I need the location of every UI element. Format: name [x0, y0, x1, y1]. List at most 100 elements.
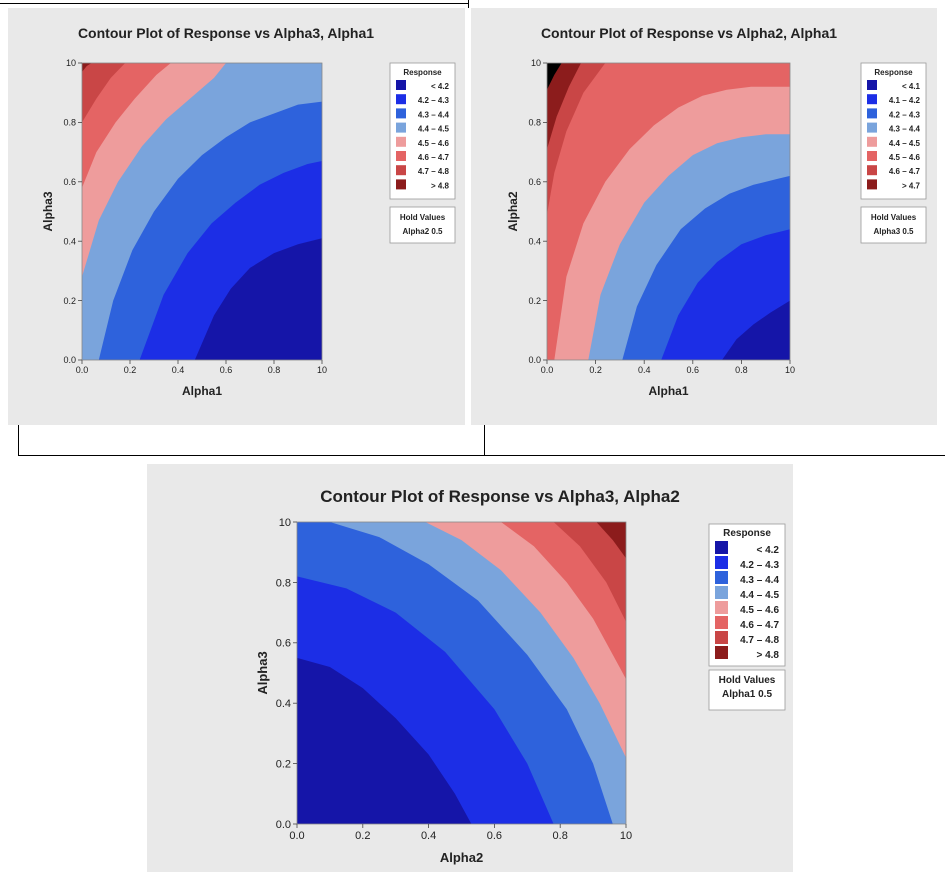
y-tick-label: 0.6: [63, 177, 76, 187]
x-tick-label: 0.4: [172, 365, 185, 375]
hold-values-value: Alpha1 0.5: [722, 689, 772, 700]
legend-entry: 4.3 – 4.4: [418, 110, 450, 119]
y-tick-label: 0.0: [276, 819, 291, 831]
legend-swatch: [715, 571, 728, 584]
contour-band-8: [547, 63, 562, 90]
legend-swatch: [867, 80, 877, 90]
contour-bands: [297, 522, 626, 824]
legend-entry: > 4.8: [756, 650, 779, 661]
x-tick-label: 10: [317, 365, 327, 375]
contour-band-6: [82, 63, 126, 123]
legend-entry: < 4.2: [431, 82, 450, 91]
hold-values-value: Alpha2 0.5: [402, 227, 443, 236]
legend-title: Response: [723, 528, 771, 539]
y-axis-label: Alpha3: [255, 651, 270, 694]
legend-swatch: [396, 94, 406, 105]
legend-swatch: [715, 541, 728, 554]
table-rule-middle-vertical: [468, 0, 469, 8]
legend-swatch: [867, 122, 877, 133]
legend-entry: > 4.8: [431, 181, 450, 190]
x-tick-label: 0.6: [687, 365, 700, 375]
legend-entry: 4.6 – 4.7: [889, 167, 921, 176]
contour-bands: [547, 63, 790, 360]
x-tick-label: 10: [620, 830, 632, 842]
legend-swatch: [715, 586, 728, 599]
legend-entry: 4.7 – 4.8: [418, 167, 450, 176]
hold-values-box: [708, 669, 786, 711]
y-tick-label: 0.6: [528, 177, 541, 187]
legend-swatch: [715, 556, 728, 569]
x-tick-label: 0.2: [589, 365, 602, 375]
legend-entry: < 4.1: [902, 82, 921, 91]
y-tick-label: 10: [279, 517, 291, 529]
legend-title: Response: [874, 68, 913, 77]
legend-entry: 4.4 – 4.5: [418, 125, 450, 134]
x-axis-label: Alpha1: [182, 384, 222, 398]
legend-swatch: [396, 80, 406, 90]
legend-entry: 4.1 – 4.2: [889, 96, 921, 105]
legend-swatch: [715, 646, 728, 659]
legend-entry: 4.5 – 4.6: [418, 139, 450, 148]
legend-entry: 4.5 – 4.6: [889, 153, 921, 162]
x-tick-label: 0.8: [735, 365, 748, 375]
y-tick-label: 0.2: [276, 758, 291, 770]
legend-swatch: [396, 165, 406, 176]
legend-entry: 4.6 – 4.7: [418, 153, 450, 162]
chart-title: Contour Plot of Response vs Alpha3, Alph…: [78, 25, 374, 41]
y-tick-label: 0.2: [528, 296, 541, 306]
chart-panel-alpha3-vs-alpha1: Contour Plot of Response vs Alpha3, Alph…: [8, 8, 465, 425]
chart-title: Contour Plot of Response vs Alpha2, Alph…: [541, 25, 837, 41]
x-axis-label: Alpha2: [440, 850, 483, 865]
legend-entry: 4.2 – 4.3: [889, 110, 921, 119]
contour-chart-alpha3-vs-alpha1: Contour Plot of Response vs Alpha3, Alph…: [41, 25, 456, 398]
x-tick-label: 0.6: [220, 365, 233, 375]
x-axis-label: Alpha1: [648, 384, 688, 398]
x-tick-label: 0.8: [268, 365, 281, 375]
legend-swatch: [867, 94, 877, 105]
contour-band-6: [553, 522, 626, 622]
chart-panel-alpha2-vs-alpha1: Contour Plot of Response vs Alpha2, Alph…: [471, 8, 937, 425]
x-tick-label: 0.4: [638, 365, 651, 375]
y-tick-label: 0.2: [63, 296, 76, 306]
x-tick-label: 0.2: [124, 365, 137, 375]
legend-swatch: [867, 108, 877, 119]
y-tick-label: 0.8: [63, 118, 76, 128]
legend-entry: 4.6 – 4.7: [740, 620, 779, 631]
x-tick-label: 0.4: [421, 830, 436, 842]
x-tick-label: 0.0: [76, 365, 89, 375]
y-tick-label: 0.8: [276, 577, 291, 589]
y-tick-label: 0.6: [276, 638, 291, 650]
legend-swatch: [715, 601, 728, 614]
legend-entry: 4.2 – 4.3: [418, 96, 450, 105]
y-axis-label: Alpha2: [506, 191, 520, 231]
x-tick-label: 0.2: [355, 830, 370, 842]
legend-title: Response: [403, 68, 442, 77]
hold-values-box: [389, 206, 456, 244]
table-rule-top: [0, 3, 469, 4]
legend-entry: < 4.2: [756, 545, 779, 556]
y-tick-label: 0.4: [276, 698, 291, 710]
contour-band-7: [547, 63, 582, 150]
contour-chart-alpha2-vs-alpha1: Contour Plot of Response vs Alpha2, Alph…: [506, 25, 927, 398]
y-tick-label: 0.0: [528, 355, 541, 365]
plot-frame: [546, 62, 791, 361]
legend-swatch: [396, 136, 406, 147]
legend-swatch: [715, 631, 728, 644]
hold-values-box: [860, 206, 927, 244]
contour-band-7: [596, 522, 626, 559]
contour-band-7: [82, 63, 92, 72]
legend-entry: > 4.7: [902, 181, 921, 190]
legend-swatch: [396, 179, 406, 190]
x-tick-label: 10: [785, 365, 795, 375]
x-tick-label: 0.6: [487, 830, 502, 842]
legend-swatch: [715, 616, 728, 629]
legend-swatch: [396, 108, 406, 119]
chart-panel-alpha3-vs-alpha2: Contour Plot of Response vs Alpha3, Alph…: [147, 464, 793, 872]
y-axis-label: Alpha3: [41, 191, 55, 231]
hold-values-title: Hold Values: [871, 213, 917, 222]
legend-entry: 4.3 – 4.4: [889, 125, 921, 134]
y-tick-label: 0.8: [528, 118, 541, 128]
legend-swatch: [867, 136, 877, 147]
y-tick-label: 0.4: [63, 236, 76, 246]
plot-frame: [81, 62, 323, 361]
